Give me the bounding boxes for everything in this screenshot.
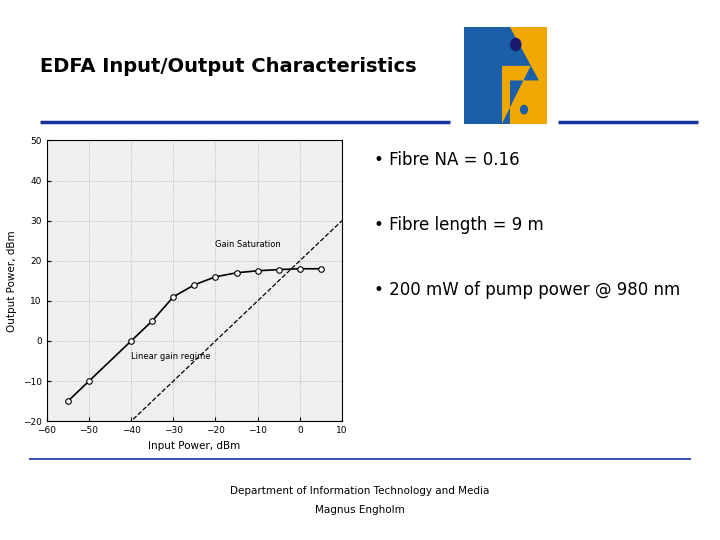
Circle shape: [510, 38, 521, 51]
Text: Linear gain regime: Linear gain regime: [131, 352, 211, 361]
Text: • Fibre length = 9 m: • Fibre length = 9 m: [374, 216, 544, 234]
Circle shape: [520, 105, 528, 114]
Text: Magnus Engholm: Magnus Engholm: [315, 505, 405, 515]
Polygon shape: [502, 27, 547, 124]
Y-axis label: Output Power, dBm: Output Power, dBm: [7, 230, 17, 332]
X-axis label: Input Power, dBm: Input Power, dBm: [148, 441, 240, 450]
Text: • Fibre NA = 0.16: • Fibre NA = 0.16: [374, 151, 520, 169]
Text: Gain Saturation: Gain Saturation: [215, 240, 282, 249]
Polygon shape: [502, 27, 539, 124]
Text: Department of Information Technology and Media: Department of Information Technology and…: [230, 486, 490, 496]
Text: EDFA Input/Output Characteristics: EDFA Input/Output Characteristics: [40, 57, 416, 76]
Text: • 200 mW of pump power @ 980 nm: • 200 mW of pump power @ 980 nm: [374, 281, 680, 299]
